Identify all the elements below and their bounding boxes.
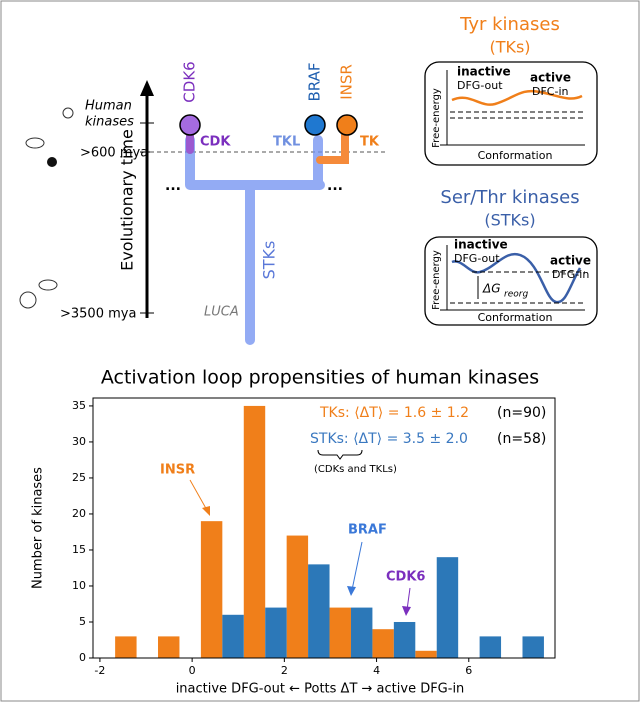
- icon: [62, 107, 74, 119]
- bar: [200, 521, 223, 658]
- leaf: [304, 114, 326, 136]
- bar: [265, 607, 287, 658]
- y-tick-label: 10: [72, 579, 86, 592]
- branch: [316, 126, 349, 164]
- ellipsis: ...: [327, 178, 343, 194]
- state: DFG-out: [457, 79, 503, 92]
- bar: [308, 564, 330, 658]
- axis-label: Evolutionary time: [118, 129, 137, 271]
- leaf-label: INSR: [338, 64, 356, 100]
- arrow-head: [347, 586, 356, 596]
- label: >3500 mya: [60, 307, 136, 322]
- icon: [47, 157, 57, 167]
- legend-n: (n=58): [497, 431, 546, 447]
- legend-n: (n=90): [497, 405, 546, 421]
- axis-label: Free-energy: [431, 250, 442, 310]
- dg-label: reorg: [504, 290, 528, 300]
- panel: [424, 61, 598, 166]
- plot-frame: [92, 397, 556, 659]
- axis-label: Conformation: [478, 311, 553, 324]
- legend-note: (CDKs and TKLs): [314, 464, 397, 475]
- group-label: TKL: [273, 135, 300, 150]
- bar: [436, 557, 459, 658]
- bar: [286, 535, 309, 658]
- annotation-arrow: [406, 587, 411, 611]
- legend-text: STKs: ⟨ΔT⟩ = 3.5 ± 2.0: [310, 431, 468, 447]
- x-tick-label: 0: [189, 664, 196, 677]
- x-tick-label: 4: [373, 664, 380, 677]
- y-axis-label: Number of kinases: [31, 467, 46, 589]
- annotation-arrow: [351, 541, 363, 591]
- state: DFC-in: [532, 85, 569, 98]
- group-label: TK: [360, 135, 380, 150]
- axis-label: Conformation: [478, 149, 553, 162]
- y-tick-label: 0: [79, 651, 86, 664]
- leaf-label: BRAF: [306, 63, 324, 102]
- leaf: [179, 114, 201, 136]
- panel: [424, 236, 598, 326]
- bar: [329, 607, 351, 658]
- label: kinases: [85, 115, 134, 130]
- y-tick-label: 35: [72, 399, 86, 412]
- label: Human: [85, 99, 132, 114]
- state: DFG-in: [552, 268, 589, 281]
- bar: [415, 650, 437, 658]
- bar: [393, 621, 416, 658]
- annotation: CDK6: [386, 570, 425, 585]
- legend-text: TKs: ⟨ΔT⟩ = 1.6 ± 1.2: [319, 405, 469, 421]
- axis-label: Free-energy: [431, 88, 442, 148]
- y-tick-label: 30: [72, 435, 86, 448]
- group-label: CDK: [200, 135, 231, 150]
- icon: [38, 279, 58, 291]
- annotation-arrow: [189, 479, 209, 513]
- state: inactive: [454, 238, 508, 252]
- bar: [222, 614, 244, 658]
- state: inactive: [457, 65, 511, 79]
- ellipsis: ...: [165, 178, 181, 194]
- branch-label: STKs: [260, 241, 279, 280]
- x-tick-label: -2: [94, 664, 105, 677]
- y-tick-label: 5: [79, 615, 86, 628]
- y-tick-label: 20: [72, 507, 86, 520]
- x-tick-label: 2: [281, 664, 288, 677]
- bar: [115, 636, 137, 658]
- arrow-head: [140, 80, 154, 96]
- brace: [317, 449, 363, 460]
- bar: [243, 405, 266, 658]
- arrow-head: [402, 606, 411, 616]
- bar: [158, 636, 180, 658]
- bar: [479, 636, 502, 658]
- bar: [522, 636, 544, 658]
- chart-title: Activation loop propensities of human ki…: [101, 367, 539, 389]
- icon: [19, 291, 37, 309]
- arrow-head: [202, 506, 210, 516]
- state: DFG-out: [454, 252, 500, 265]
- x-tick-label: 6: [465, 664, 472, 677]
- root-label: LUCA: [204, 305, 239, 320]
- bar: [372, 629, 394, 658]
- panel-subtitle: (STKs): [484, 211, 535, 230]
- panel-title: Tyr kinases: [459, 14, 560, 35]
- state: active: [530, 71, 571, 85]
- curve: [451, 89, 583, 106]
- curve: [451, 252, 582, 304]
- y-tick-label: 15: [72, 543, 86, 556]
- y-tick-label: 25: [72, 471, 86, 484]
- leaf: [336, 114, 358, 136]
- label: >600 mya: [80, 146, 148, 161]
- bar: [350, 607, 373, 658]
- x-axis-label: inactive DFG-out ← Potts ΔT → active DFG…: [176, 682, 465, 697]
- icon: [25, 137, 45, 149]
- panel-subtitle: (TKs): [489, 38, 530, 57]
- panel-title: Ser/Thr kinases: [440, 187, 579, 208]
- branch: [185, 135, 325, 345]
- annotation: BRAF: [348, 523, 387, 538]
- leaf-label: CDK6: [181, 61, 199, 102]
- state: active: [550, 254, 591, 268]
- dg-label: ΔG: [482, 282, 501, 296]
- annotation: INSR: [160, 463, 195, 478]
